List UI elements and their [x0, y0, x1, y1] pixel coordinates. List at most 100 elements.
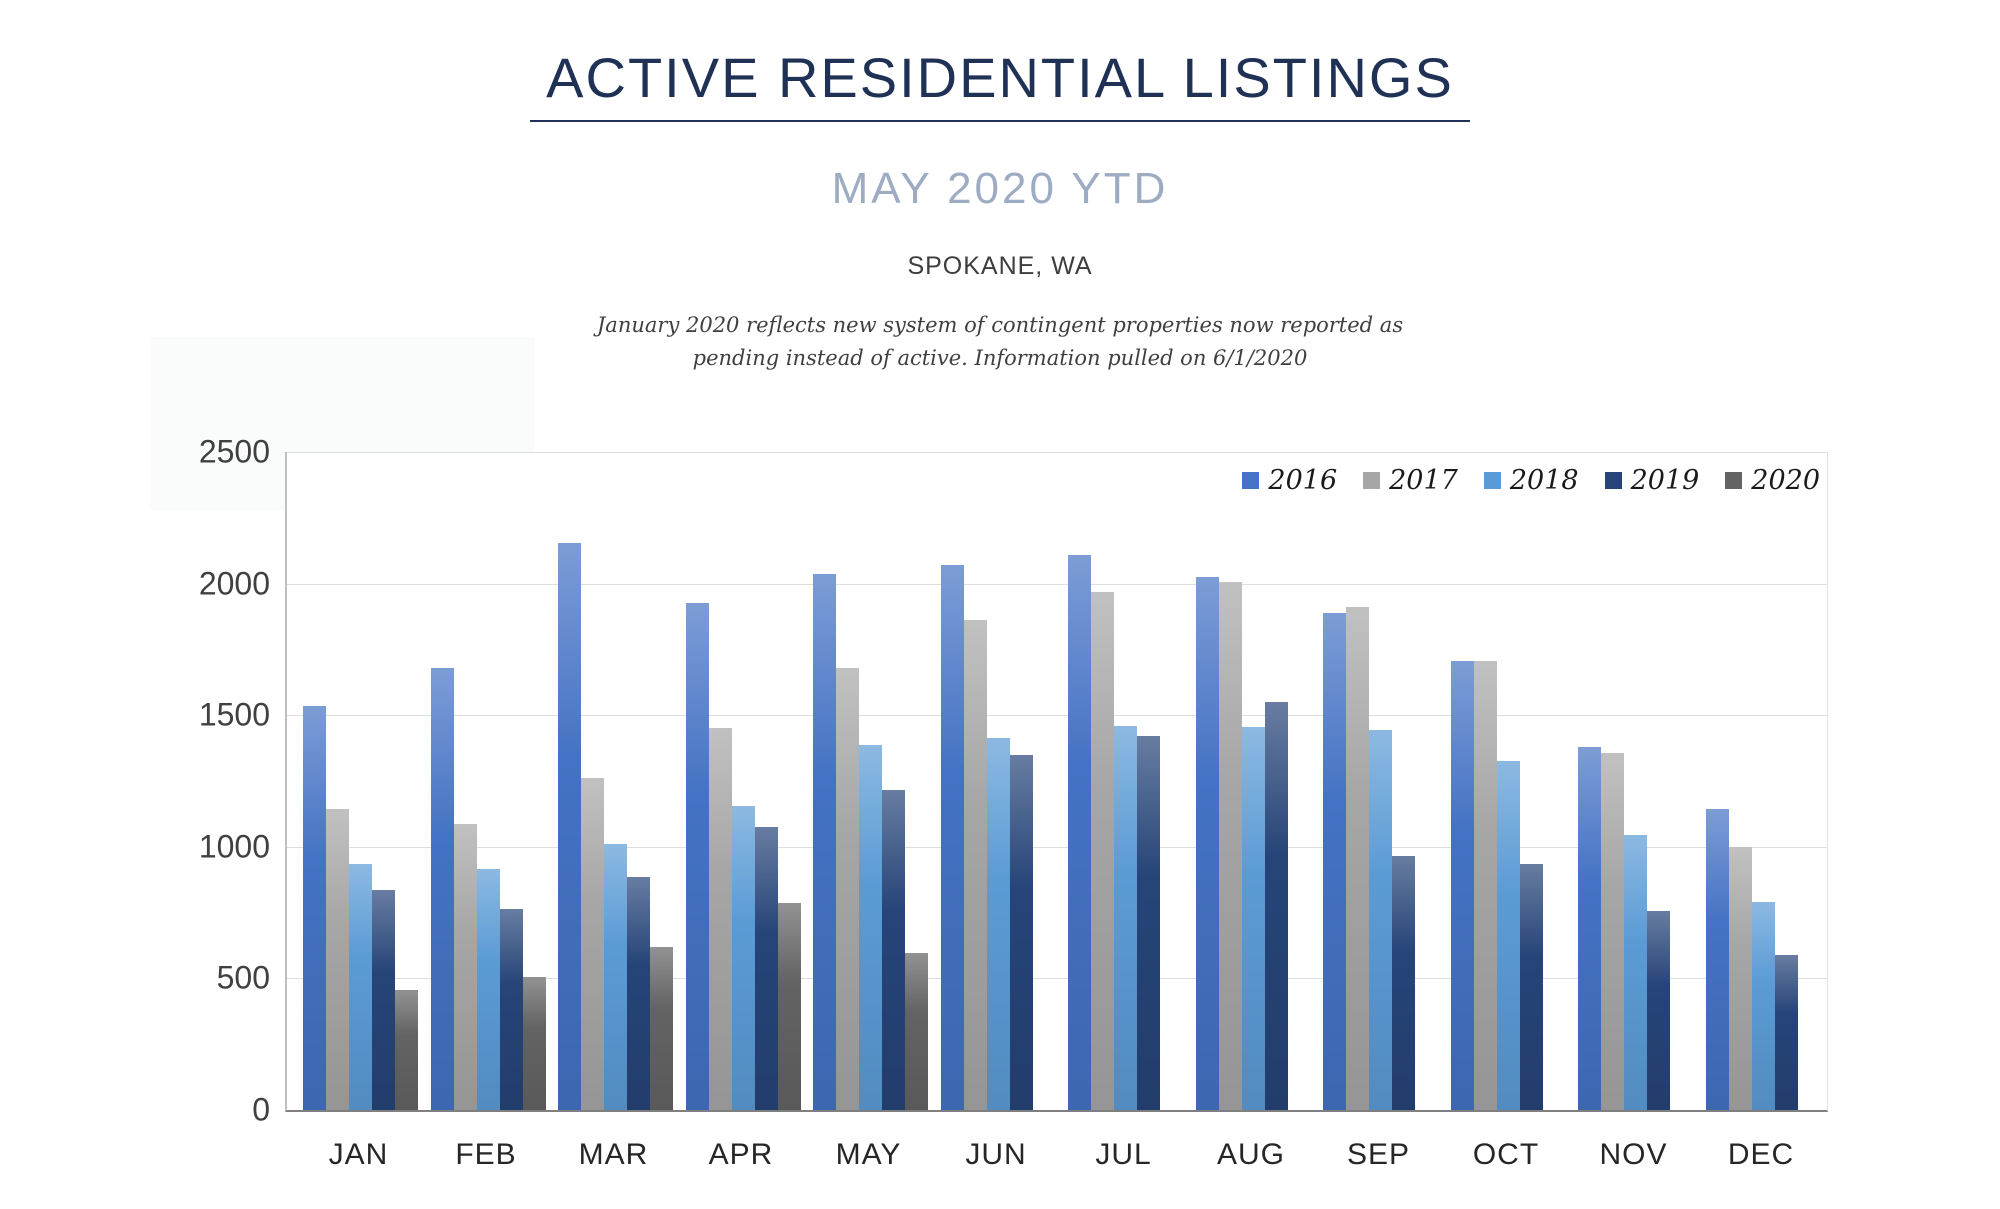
- bar-2016-jan: [303, 706, 326, 1110]
- bar-2016-dec: [1705, 808, 1729, 1110]
- gridline-500: [287, 978, 1827, 980]
- bar-group-oct: [1450, 452, 1566, 1110]
- bar-2019-jul: [1137, 736, 1160, 1110]
- bar-2019-dec: [1774, 954, 1798, 1110]
- bar-2019-may: [882, 790, 905, 1110]
- bar-2017-dec: [1728, 846, 1752, 1110]
- bar-2017-jun: [963, 620, 987, 1110]
- y-axis-tick-2500: 2500: [198, 433, 270, 470]
- bar-2019-oct: [1519, 863, 1543, 1110]
- x-axis-tick-jun: JUN: [965, 1138, 1027, 1171]
- bar-2017-jan: [326, 808, 349, 1110]
- x-axis-tick-apr: APR: [708, 1138, 774, 1171]
- bar-2017-nov: [1601, 753, 1624, 1110]
- bar-2019-jun: [1009, 754, 1033, 1110]
- legend-item-2018: 2018: [1483, 465, 1579, 496]
- x-axis-tick-feb: FEB: [455, 1138, 517, 1171]
- bar-2017-apr: [708, 728, 732, 1110]
- legend-item-2016: 2016: [1242, 465, 1337, 496]
- bar-2018-feb: [476, 869, 500, 1110]
- title-underline: [530, 120, 1470, 122]
- legend-label-2018: 2018: [1509, 465, 1579, 496]
- legend-item-2017: 2017: [1363, 465, 1458, 496]
- bar-2018-jun: [986, 737, 1010, 1110]
- bar-group-sep: [1323, 452, 1438, 1110]
- bar-2019-sep: [1392, 856, 1415, 1110]
- bar-2016-jul: [1068, 554, 1091, 1110]
- chart-subtitle: MAY 2020 YTD: [831, 164, 1169, 213]
- gridline-1000: [287, 846, 1827, 848]
- chart-location: SPOKANE, WA: [907, 252, 1093, 280]
- bar-2017-may: [836, 667, 859, 1110]
- bar-2018-apr: [731, 806, 755, 1110]
- x-axis-tick-aug: AUG: [1216, 1138, 1285, 1171]
- x-axis-tick-oct: OCT: [1472, 1138, 1540, 1171]
- chart-legend: 2016 2017 2018 2019 2020: [1242, 465, 1820, 496]
- bar-2016-apr: [685, 603, 709, 1110]
- bar-2017-jul: [1091, 591, 1114, 1110]
- bar-2017-aug: [1218, 582, 1242, 1110]
- legend-swatch-icon: [1604, 472, 1622, 489]
- bar-2016-oct: [1450, 661, 1474, 1110]
- bar-group-feb: [430, 452, 546, 1110]
- legend-label-2017: 2017: [1389, 465, 1458, 496]
- x-axis-tick-jan: JAN: [328, 1138, 389, 1171]
- x-axis-tick-may: MAY: [835, 1138, 902, 1171]
- legend-label-2019: 2019: [1630, 465, 1700, 496]
- legend-label-2020: 2020: [1751, 465, 1820, 496]
- bar-2016-jun: [940, 565, 964, 1110]
- note-line-1: January 2020 reflects new system of cont…: [596, 313, 1404, 337]
- bar-2020-feb: [522, 977, 546, 1110]
- bar-2018-aug: [1241, 727, 1265, 1110]
- bar-group-jun: [940, 452, 1056, 1110]
- x-axis-tick-sep: SEP: [1346, 1138, 1411, 1171]
- bar-2018-jul: [1114, 725, 1137, 1110]
- chart-header: ACTIVE RESIDENTIAL LISTINGS MAY 2020 YTD…: [0, 0, 2000, 375]
- bar-2020-jan: [395, 990, 418, 1110]
- bar-2019-mar: [627, 877, 650, 1110]
- bar-2018-may: [859, 745, 882, 1110]
- bar-2018-nov: [1624, 834, 1647, 1110]
- bar-group-jan: [303, 452, 418, 1110]
- bar-group-mar: [558, 452, 673, 1110]
- y-axis-tick-1000: 1000: [198, 828, 270, 865]
- bar-2016-may: [813, 574, 836, 1110]
- bar-group-may: [813, 452, 928, 1110]
- x-axis-tick-mar: MAR: [578, 1138, 649, 1171]
- bar-2017-feb: [453, 824, 477, 1110]
- legend-swatch-icon: [1483, 472, 1501, 489]
- gridline-2000: [287, 583, 1827, 585]
- bar-2018-mar: [604, 844, 627, 1110]
- page-title: ACTIVE RESIDENTIAL LISTINGS: [546, 46, 1454, 109]
- gridline-2500: [287, 452, 1827, 453]
- bar-group-jul: [1068, 452, 1183, 1110]
- y-axis-tick-500: 500: [216, 959, 270, 996]
- y-axis-tick-2000: 2000: [198, 565, 270, 602]
- bar-group-nov: [1578, 452, 1693, 1110]
- bar-2016-nov: [1578, 746, 1601, 1110]
- bar-2017-oct: [1473, 661, 1497, 1110]
- gridline-1500: [287, 715, 1827, 717]
- bar-2016-sep: [1323, 612, 1346, 1110]
- bar-2016-aug: [1195, 577, 1219, 1110]
- plot-area: [285, 452, 1828, 1112]
- bar-2018-oct: [1496, 761, 1520, 1110]
- bar-2016-feb: [430, 667, 454, 1110]
- bar-2018-dec: [1751, 902, 1775, 1110]
- bar-2019-aug: [1264, 702, 1288, 1110]
- bar-2018-jan: [349, 863, 372, 1110]
- note-line-2: pending instead of active. Information p…: [692, 346, 1308, 370]
- bar-2019-nov: [1647, 911, 1670, 1110]
- legend-label-2016: 2016: [1268, 465, 1338, 496]
- bar-2020-mar: [650, 946, 673, 1110]
- bar-2019-feb: [499, 908, 523, 1110]
- x-axis-tick-jul: JUL: [1095, 1138, 1152, 1171]
- bar-2020-apr: [777, 903, 801, 1110]
- legend-item-2019: 2019: [1604, 465, 1700, 496]
- bar-group-apr: [685, 452, 801, 1110]
- y-axis-tick-1500: 1500: [198, 696, 270, 733]
- bar-2017-sep: [1346, 607, 1369, 1110]
- x-axis-tick-dec: DEC: [1727, 1138, 1795, 1171]
- x-axis-tick-nov: NOV: [1599, 1138, 1668, 1171]
